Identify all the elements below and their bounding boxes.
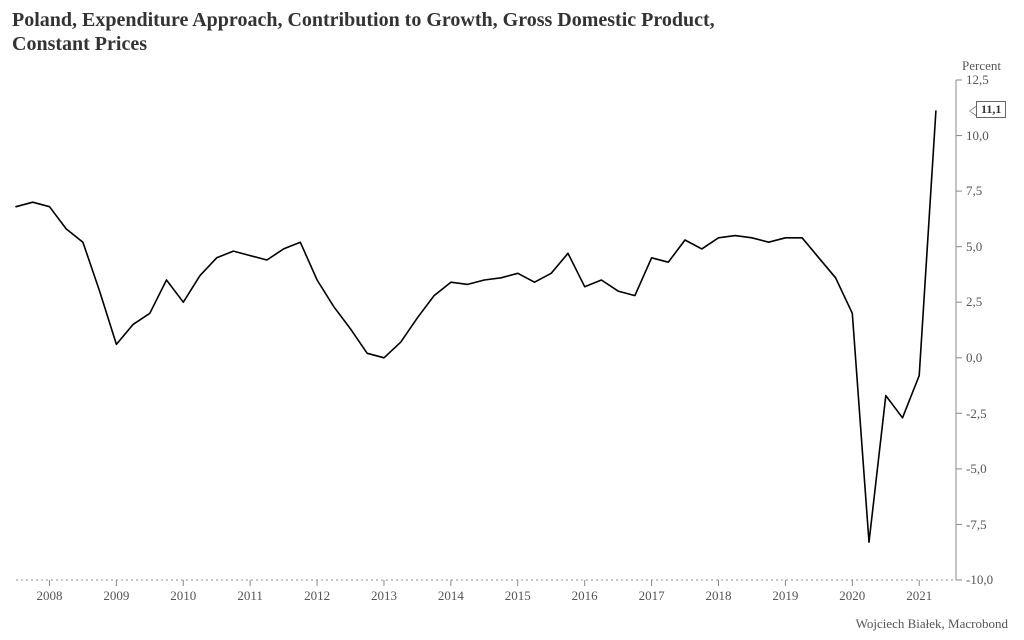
chart-source: Wojciech Białek, Macrobond [856,616,1008,632]
x-tick-label: 2016 [572,588,598,604]
y-tick-label: 7,5 [966,183,982,199]
x-tick-label: 2019 [772,588,798,604]
y-tick-label: -7,5 [966,517,987,533]
y-tick-label: -5,0 [966,461,987,477]
chart-container: Poland, Expenditure Approach, Contributi… [0,0,1024,640]
chart-plot [0,0,1024,640]
x-tick-label: 2014 [438,588,464,604]
x-tick-label: 2011 [237,588,263,604]
y-tick-label: 10,0 [966,128,989,144]
y-tick-label: -10,0 [966,572,993,588]
x-tick-label: 2008 [36,588,62,604]
x-tick-label: 2020 [839,588,865,604]
x-tick-label: 2021 [906,588,932,604]
x-tick-label: 2018 [705,588,731,604]
x-tick-label: 2009 [103,588,129,604]
y-tick-label: 12,5 [966,72,989,88]
x-tick-label: 2017 [639,588,665,604]
y-tick-label: 5,0 [966,239,982,255]
end-label-arrow [969,106,976,116]
x-tick-label: 2013 [371,588,397,604]
y-tick-label: -2,5 [966,406,987,422]
x-tick-label: 2010 [170,588,196,604]
x-tick-label: 2015 [505,588,531,604]
x-tick-label: 2012 [304,588,330,604]
y-tick-label: 2,5 [966,294,982,310]
end-value-label: 11,1 [976,101,1006,118]
y-tick-label: 0,0 [966,350,982,366]
